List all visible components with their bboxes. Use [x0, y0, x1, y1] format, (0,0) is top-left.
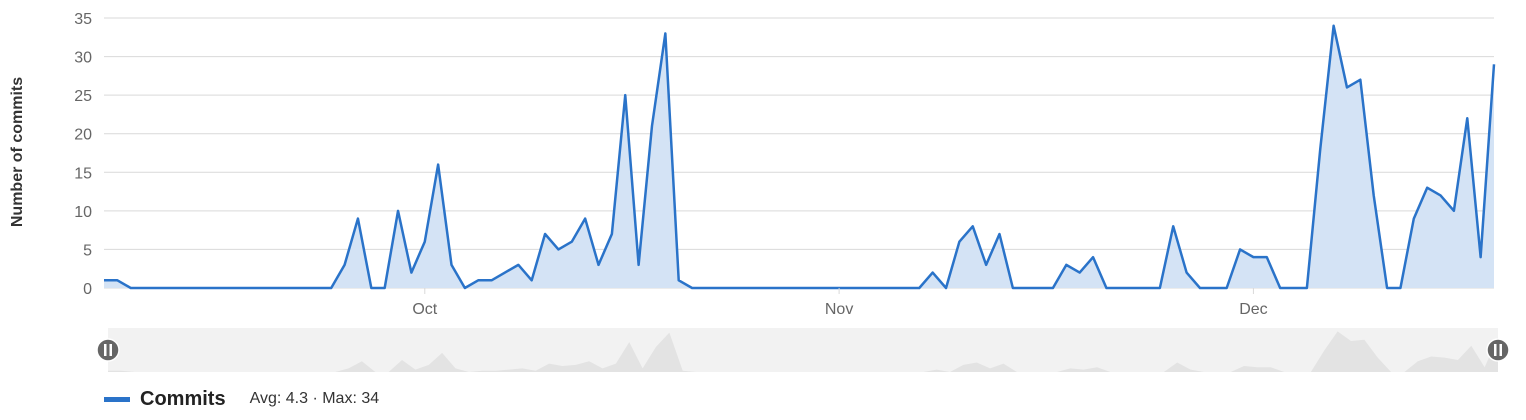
- legend-series-name[interactable]: Commits: [140, 387, 226, 410]
- y-tick-label-35: 35: [74, 11, 92, 28]
- commits-series: [103, 24, 1496, 290]
- y-tick-label-20: 20: [74, 127, 92, 144]
- navigator-handle-left-grip-right: [109, 344, 112, 356]
- x-axis-ticks: Oct Nov Dec: [412, 288, 1268, 318]
- commits-area: [104, 25, 1494, 289]
- navigator-handle-right[interactable]: [1486, 338, 1510, 362]
- y-tick-label-10: 10: [74, 204, 92, 221]
- grid-lines: [104, 17, 1494, 289]
- x-tick-label-oct: Oct: [412, 301, 437, 318]
- x-tick-label-dec: Dec: [1239, 301, 1267, 318]
- y-axis-label: Number of commits: [9, 77, 26, 227]
- navigator-handle-left[interactable]: [96, 338, 120, 362]
- x-tick-label-nov: Nov: [825, 301, 853, 318]
- legend: Commits Avg: 4.3 · Max: 34: [104, 386, 379, 412]
- commits-line[interactable]: [104, 24, 1496, 290]
- navigator-handle-left-grip-left: [104, 344, 107, 356]
- navigator-handle-left-knob[interactable]: [96, 338, 120, 362]
- y-tick-label-30: 30: [74, 50, 92, 67]
- legend-stats: Avg: 4.3 · Max: 34: [249, 390, 380, 407]
- navigator-series: [108, 331, 1498, 372]
- navigator-handle-right-grip-right: [1499, 344, 1502, 356]
- y-tick-label-5: 5: [83, 242, 92, 259]
- navigator-track[interactable]: [108, 328, 1498, 372]
- y-axis-ticks: 0 5 10 15 20 25 30 35: [74, 11, 92, 298]
- navigator-handle-right-grip-left: [1494, 344, 1497, 356]
- y-tick-label-15: 15: [74, 165, 92, 182]
- legend-swatch: [104, 396, 130, 402]
- y-tick-label-0: 0: [83, 281, 92, 298]
- y-tick-label-25: 25: [74, 88, 92, 105]
- navigator-handle-right-knob[interactable]: [1486, 338, 1510, 362]
- range-navigator[interactable]: [96, 328, 1510, 372]
